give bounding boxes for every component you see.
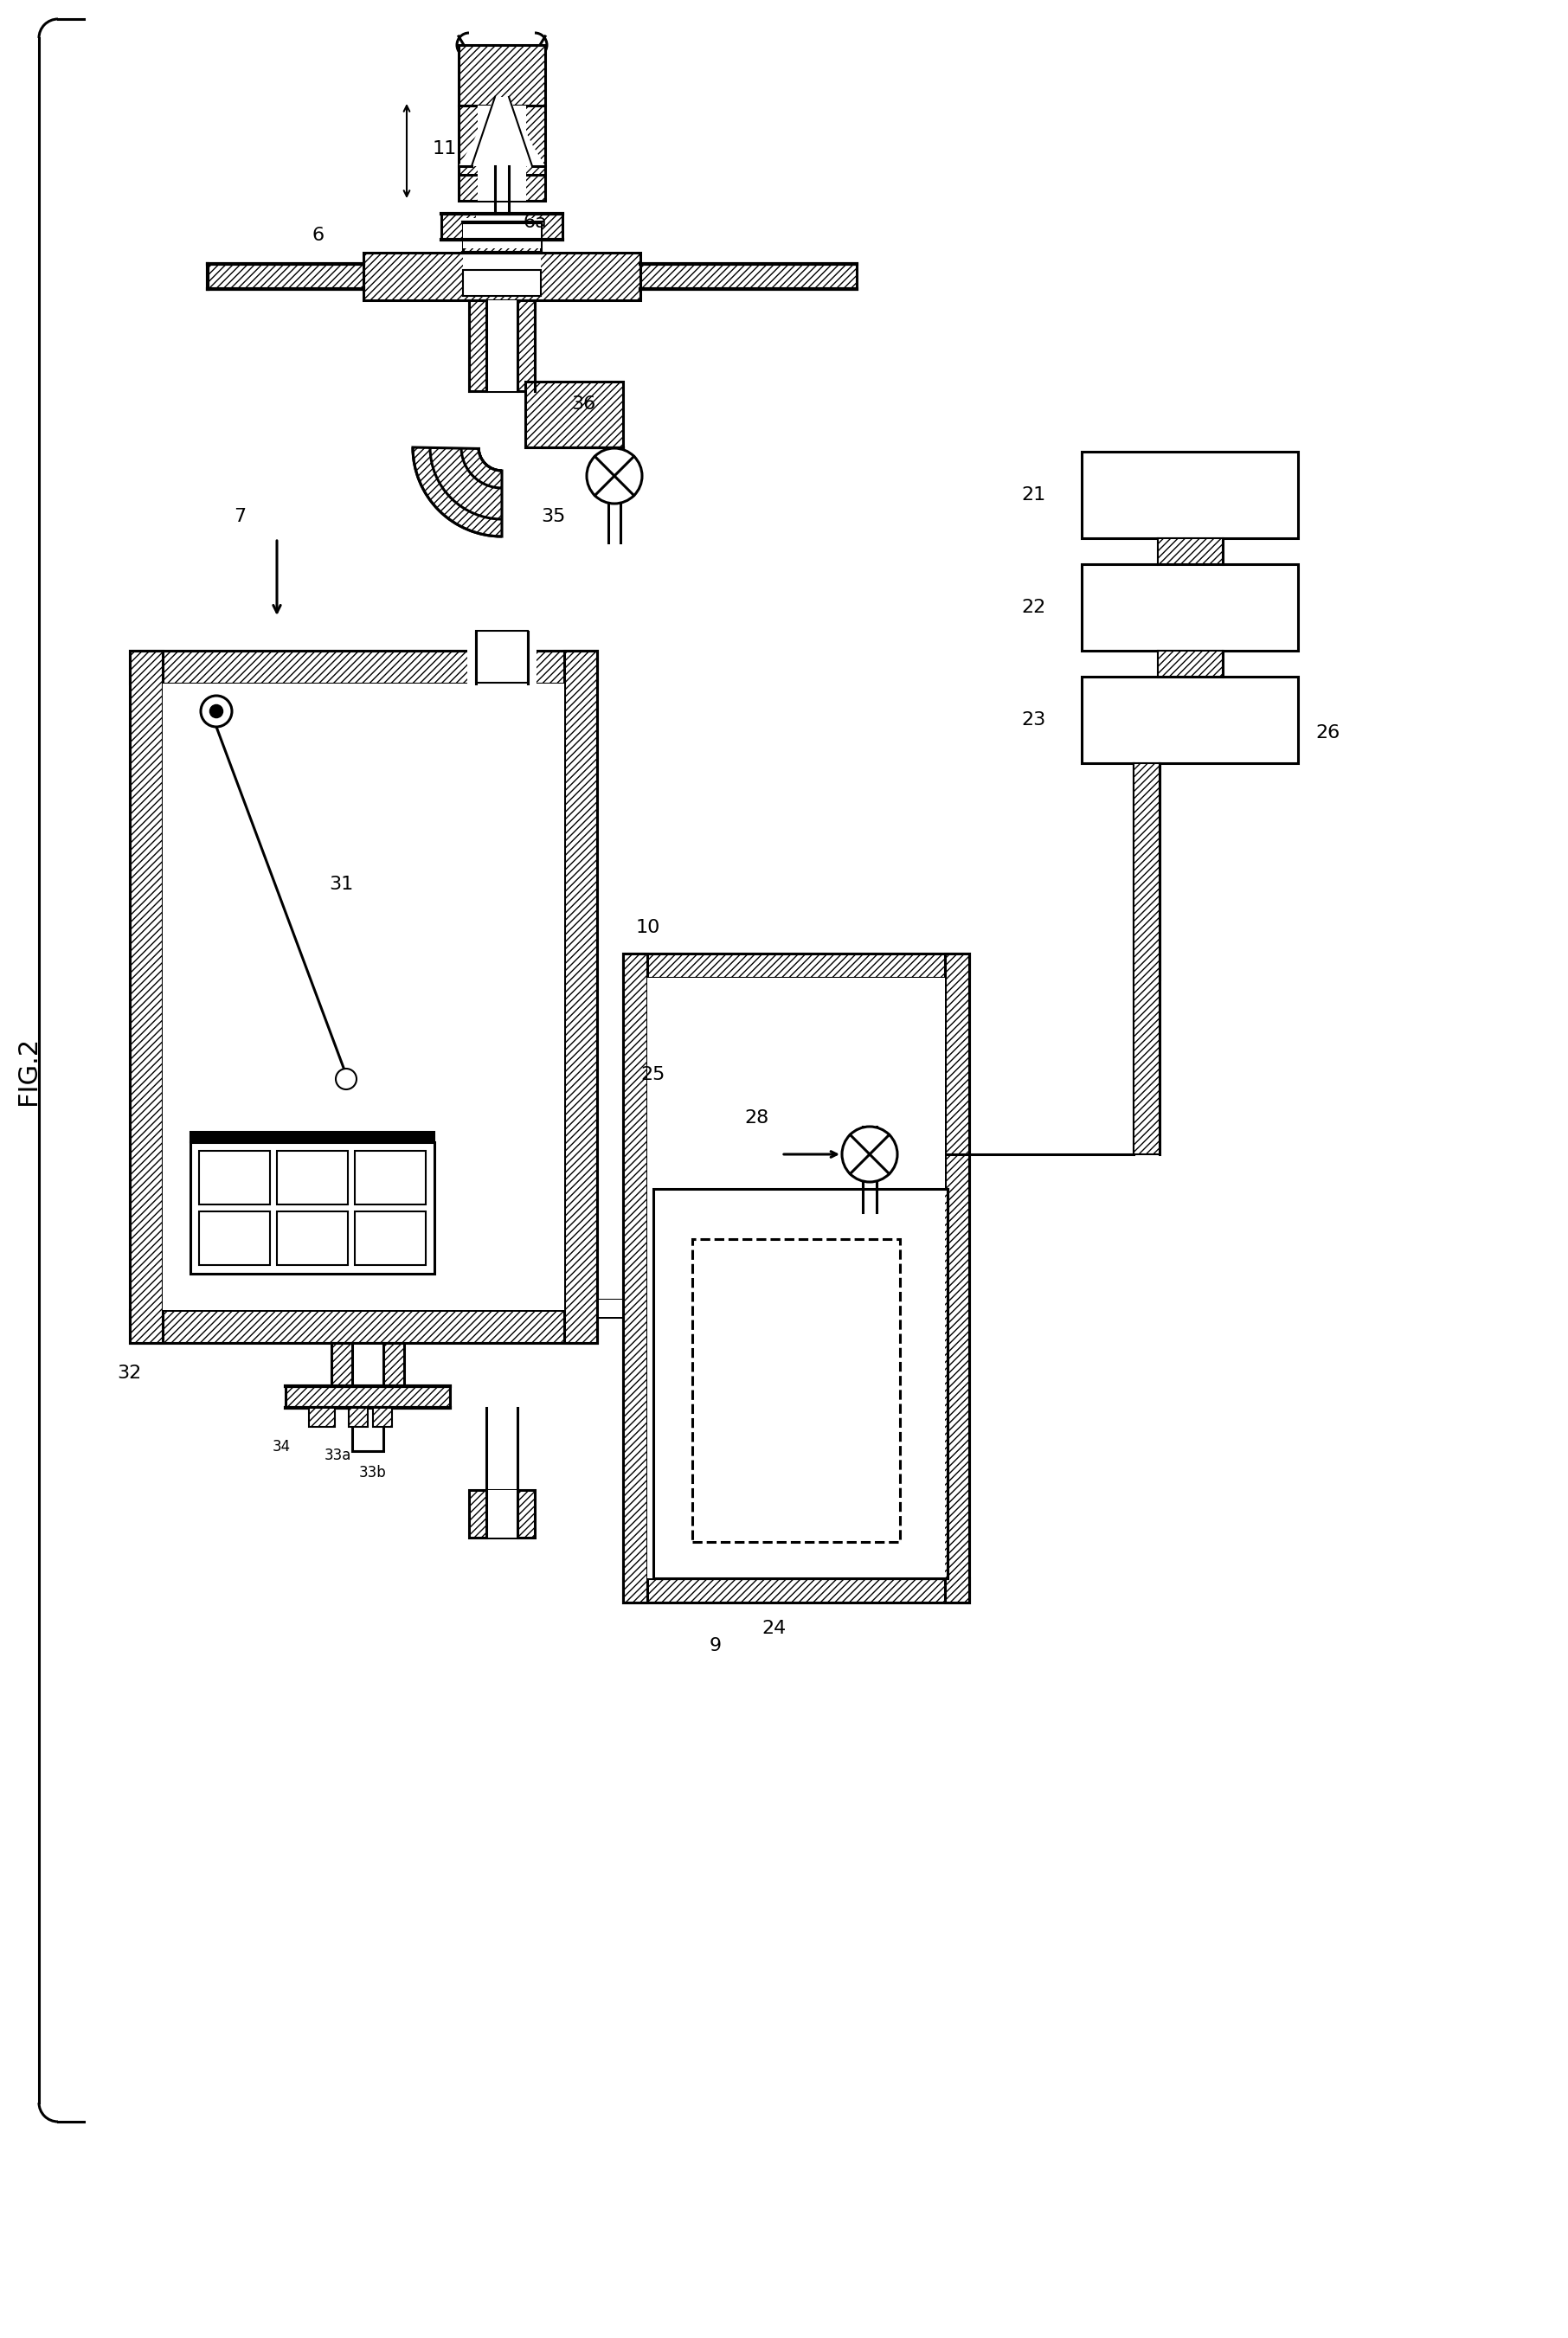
Text: 27: 27 — [701, 1499, 726, 1515]
Bar — [463, 217, 541, 248]
Text: 22: 22 — [1021, 599, 1046, 617]
Circle shape — [842, 1127, 897, 1183]
Bar — [130, 650, 597, 683]
Bar — [463, 222, 541, 253]
Bar — [622, 954, 969, 1602]
Text: 23: 23 — [1021, 711, 1046, 729]
Text: 10: 10 — [637, 919, 660, 935]
Text: 28: 28 — [745, 1108, 768, 1127]
Text: 6a: 6a — [524, 213, 547, 231]
Text: 31: 31 — [329, 877, 353, 893]
Bar — [463, 269, 541, 297]
Bar — [163, 683, 564, 1309]
Text: 6: 6 — [312, 227, 323, 243]
Bar — [525, 381, 622, 447]
Bar — [1157, 538, 1223, 563]
Text: 21: 21 — [1021, 486, 1046, 503]
Bar — [469, 1489, 535, 1538]
Text: 32: 32 — [118, 1365, 141, 1382]
Bar — [622, 1578, 969, 1602]
Bar — [477, 631, 528, 683]
Bar — [1082, 451, 1298, 538]
Bar — [278, 1211, 348, 1265]
Text: 34: 34 — [273, 1438, 290, 1454]
Bar — [640, 264, 856, 288]
Circle shape — [201, 697, 232, 727]
Bar — [486, 1489, 517, 1538]
Text: FIG.2: FIG.2 — [16, 1036, 41, 1104]
Bar — [1082, 676, 1298, 762]
Bar — [654, 1190, 947, 1578]
Bar — [928, 1190, 947, 1578]
Bar — [354, 1211, 426, 1265]
Bar — [478, 105, 527, 201]
Bar — [1157, 650, 1223, 676]
Bar — [597, 1300, 622, 1316]
Text: 36: 36 — [571, 395, 596, 414]
Bar — [309, 1407, 336, 1426]
Bar — [130, 1309, 597, 1342]
Polygon shape — [412, 447, 502, 535]
Text: 7: 7 — [234, 507, 246, 526]
Polygon shape — [458, 96, 546, 166]
Bar — [331, 1342, 405, 1386]
Bar — [458, 44, 546, 105]
Bar — [654, 1190, 673, 1578]
Bar — [190, 1143, 434, 1274]
Text: 35: 35 — [541, 507, 566, 526]
Bar — [285, 1386, 450, 1407]
Bar — [654, 1559, 947, 1578]
Text: 24: 24 — [762, 1620, 786, 1637]
Text: 9: 9 — [710, 1637, 721, 1655]
Bar — [207, 264, 364, 288]
Text: 11: 11 — [433, 140, 458, 157]
Bar — [130, 650, 597, 1342]
Bar — [693, 1239, 900, 1543]
Circle shape — [210, 706, 223, 718]
Circle shape — [336, 1068, 356, 1090]
Bar — [1082, 563, 1298, 650]
Bar — [364, 253, 640, 299]
Text: 33a: 33a — [325, 1447, 351, 1464]
Bar — [278, 1150, 348, 1204]
Text: 26: 26 — [1316, 725, 1339, 741]
Bar — [354, 1150, 426, 1204]
Text: 33b: 33b — [359, 1466, 387, 1480]
Bar — [673, 1209, 928, 1559]
Circle shape — [586, 449, 641, 503]
Bar — [199, 1150, 270, 1204]
Bar — [190, 1132, 434, 1143]
Bar — [463, 253, 541, 297]
Bar — [564, 650, 597, 1342]
Bar — [199, 1211, 270, 1265]
Bar — [458, 105, 546, 201]
Bar — [373, 1407, 392, 1426]
Bar — [348, 1407, 368, 1426]
Bar — [622, 954, 969, 977]
Bar — [486, 299, 517, 390]
Bar — [946, 954, 969, 1602]
Bar — [441, 213, 563, 241]
Bar — [648, 977, 946, 1578]
Bar — [477, 213, 528, 236]
Bar — [469, 299, 535, 390]
Text: 25: 25 — [640, 1066, 665, 1082]
Bar — [1134, 762, 1160, 1155]
Bar — [622, 954, 648, 1602]
Bar — [130, 650, 163, 1342]
Bar — [654, 1190, 947, 1209]
Bar — [353, 1342, 383, 1386]
Bar — [467, 650, 536, 683]
PathPatch shape — [412, 447, 502, 535]
Bar — [353, 1407, 383, 1452]
